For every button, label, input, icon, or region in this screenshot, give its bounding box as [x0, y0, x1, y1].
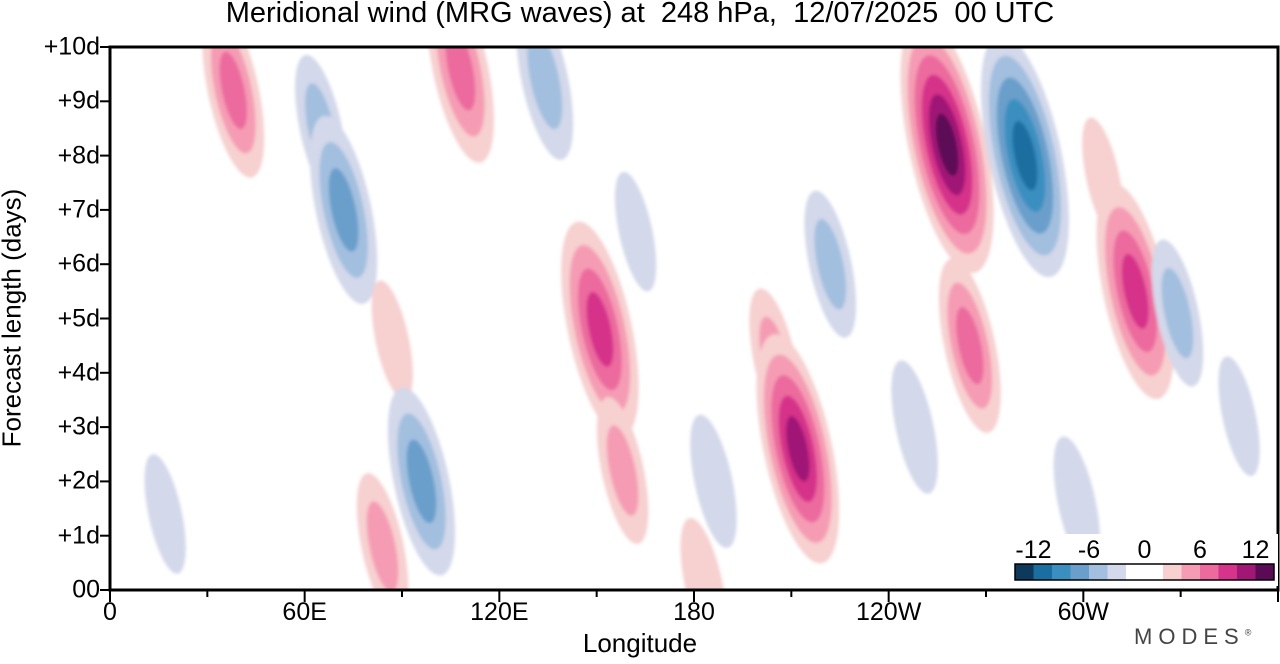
colorbar-swatch — [1200, 564, 1219, 580]
wind-feature — [1218, 356, 1260, 477]
colorbar-swatch — [1107, 564, 1126, 580]
x-tick-label: 60W — [1057, 598, 1110, 626]
contour-band — [1121, 253, 1149, 329]
wind-feature — [371, 280, 413, 400]
y-tick-label: +2d — [57, 466, 100, 495]
wind-feature — [900, 47, 994, 274]
y-tick-label: +10d — [43, 32, 100, 61]
y-tick-label: +5d — [57, 304, 100, 332]
wind-feature — [561, 221, 639, 438]
colorbar-tick-label: -6 — [1077, 536, 1101, 564]
y-tick-label: +1d — [57, 521, 100, 550]
contour-band — [891, 360, 938, 494]
y-axis-label: Forecast length (days) — [0, 188, 27, 448]
colorbar-swatch — [1218, 564, 1237, 580]
colorbar-tick-label: 12 — [1241, 536, 1270, 564]
y-tick-label: +6d — [57, 249, 100, 278]
colorbar — [1005, 534, 1278, 586]
contour-band — [786, 416, 810, 482]
wind-feature — [202, 47, 265, 178]
colorbar-swatch — [1033, 564, 1052, 580]
wind-feature — [516, 47, 574, 160]
colorbar-frame — [1014, 563, 1275, 581]
contour-band — [371, 280, 413, 400]
wind-feature — [756, 334, 840, 564]
contour-band — [1012, 120, 1038, 191]
wind-feature — [1096, 183, 1175, 400]
wind-feature — [387, 387, 456, 576]
wind-feature — [144, 454, 186, 574]
colorbar-swatch — [1015, 564, 1034, 580]
y-tick-label: +3d — [57, 412, 100, 441]
contour-band — [614, 171, 657, 292]
colorbar-swatch — [1237, 564, 1256, 580]
colorbar-swatch — [1255, 564, 1274, 580]
contour-band — [144, 454, 186, 574]
colorbar-swatch — [1070, 564, 1089, 580]
wind-feature — [310, 115, 378, 304]
x-tick-label: 60E — [282, 598, 327, 626]
brand-logo: MODES® — [1134, 624, 1252, 649]
colorbar-tick-label: -12 — [1015, 536, 1052, 564]
contour-band — [690, 414, 737, 549]
x-tick-label: 180 — [673, 598, 715, 626]
colorbar-tick-label: 0 — [1137, 536, 1152, 564]
wind-feature — [938, 258, 1001, 433]
colorbar-swatch — [1052, 564, 1071, 580]
contour-band — [956, 306, 984, 385]
wind-feature — [596, 397, 649, 545]
contour-band — [586, 291, 614, 367]
contour-band — [406, 439, 437, 524]
y-tick-label: +8d — [57, 141, 100, 170]
y-tick-label: +9d — [57, 86, 100, 115]
contour-band — [1161, 267, 1194, 359]
colorbar-swatch — [1126, 564, 1145, 580]
wind-feature — [891, 360, 938, 494]
y-tick-label: +4d — [57, 358, 100, 387]
contour-band — [527, 47, 563, 130]
contour-band — [366, 501, 399, 590]
x-axis-label: Longitude — [582, 628, 698, 658]
contour-band — [1218, 356, 1260, 477]
wind-feature — [680, 517, 727, 590]
x-tick-label: 120W — [856, 598, 922, 626]
contour-band — [328, 168, 359, 252]
wind-feature — [1151, 239, 1204, 387]
contour-band — [219, 51, 248, 130]
wind-feature — [614, 171, 657, 292]
colorbar-swatch — [1181, 564, 1200, 580]
colorbar-swatch — [1089, 564, 1108, 580]
wind-feature — [804, 190, 857, 338]
colorbar-swatch — [1163, 564, 1182, 580]
y-tick-label: 00 — [72, 575, 100, 604]
wind-feature — [980, 47, 1069, 278]
wind-feature — [690, 414, 737, 549]
contour-band — [935, 113, 959, 176]
y-tick-label: +7d — [57, 195, 100, 224]
chart-title: Meridional wind (MRG waves) at 248 hPa, … — [225, 0, 1055, 29]
x-tick-label: 120E — [470, 598, 529, 626]
colorbar-swatch — [1144, 564, 1163, 580]
x-tick-label: 0 — [103, 598, 117, 626]
contour-band — [606, 425, 639, 516]
colorbar-tick-label: 6 — [1193, 536, 1207, 564]
contour-band — [680, 517, 727, 590]
wind-feature — [356, 473, 409, 590]
contour-band — [814, 218, 847, 310]
